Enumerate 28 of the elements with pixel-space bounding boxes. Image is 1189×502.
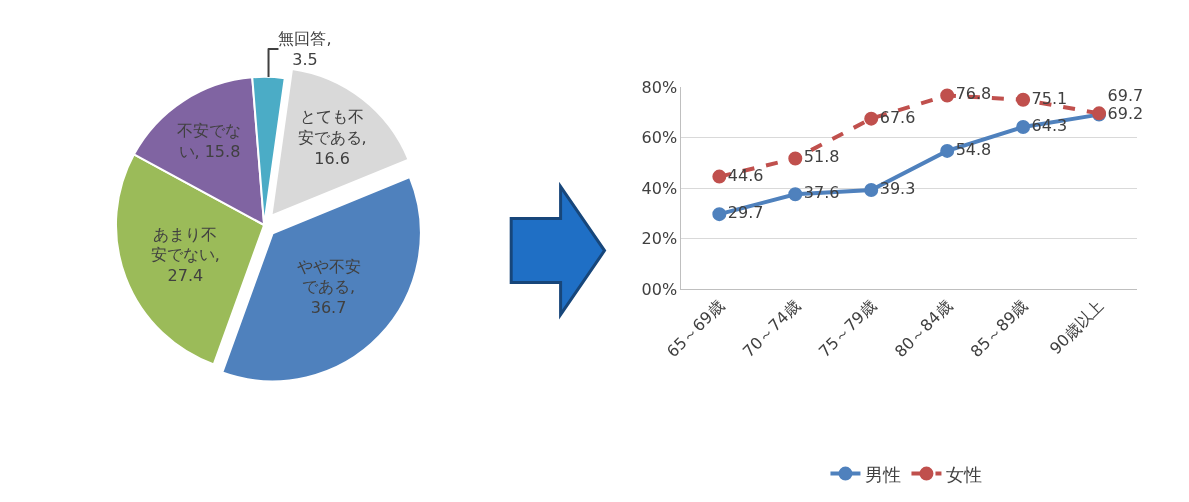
data-label: 69.7 [1107, 85, 1144, 105]
data-label: 69.2 [1107, 103, 1144, 123]
data-label: 29.7 [727, 203, 764, 223]
slice-label: とても不安である, 16.6 [297, 107, 367, 168]
data-label: 67.6 [879, 107, 916, 127]
data-label: 44.6 [727, 165, 764, 185]
data-label: 76.8 [955, 84, 992, 104]
y-tick-label: 60% [641, 128, 678, 148]
y-tick-label: 40% [641, 178, 678, 198]
slice-label: 不安でない, 15.8 [177, 120, 242, 161]
legend-label: 男性 [865, 463, 902, 485]
legend-label: 女性 [946, 463, 983, 485]
data-label: 51.8 [803, 147, 840, 167]
y-tick-label: 20% [641, 229, 678, 249]
x-tick-label: 70～74歳 [738, 296, 804, 362]
y-tick-label: 00% [641, 279, 678, 299]
y-tick-label: 80% [641, 78, 678, 97]
x-tick-label: 65～69歳 [662, 296, 728, 362]
x-tick-label: 75～79歳 [814, 296, 880, 362]
data-label: 54.8 [955, 139, 992, 159]
slice-label: やや不安である, 36.7 [296, 256, 361, 318]
x-tick-label: 90歳以上 [1045, 296, 1108, 359]
data-label: 39.3 [879, 178, 916, 198]
x-tick-label: 80～84歳 [890, 296, 956, 362]
x-tick-label: 85～89歳 [966, 296, 1032, 362]
data-label: 75.1 [1031, 88, 1068, 108]
slice-label: 無回答, 3.5 [278, 29, 332, 69]
slice-label: あまり不安でない, 27.4 [150, 224, 220, 286]
